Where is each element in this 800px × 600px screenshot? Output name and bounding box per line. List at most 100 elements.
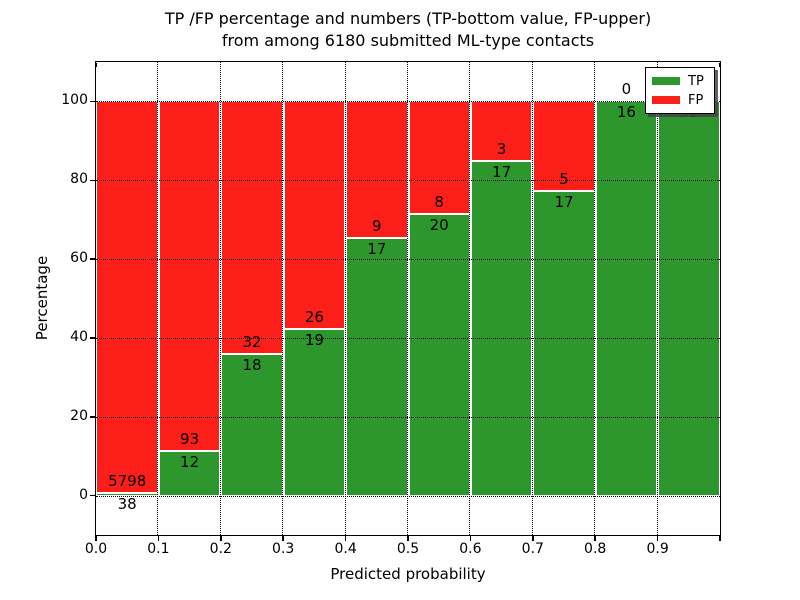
y-tick-label-60: 60	[70, 250, 88, 267]
bar-segment-tp-6	[470, 160, 533, 496]
chart-title-line2: from among 6180 submitted ML-type contac…	[221, 31, 595, 50]
legend-entry-tp: TP	[652, 74, 708, 89]
bar-segment-tp-9	[657, 101, 720, 496]
y-tick-label-20: 20	[70, 407, 88, 424]
x-tick-bottom	[344, 536, 347, 541]
bar-segment-fp-1	[158, 101, 221, 451]
chart-title: TP /FP percentage and numbers (TP-bottom…	[96, 8, 720, 52]
y-tick-left	[90, 258, 95, 260]
y-axis-label: Percentage	[33, 255, 51, 341]
vertical-gridline-0.5	[406, 62, 410, 535]
fp-count-label-0: 5798	[108, 472, 147, 491]
x-tick-bottom	[95, 536, 97, 541]
fp-count-label-4: 9	[372, 216, 382, 235]
fp-count-label-8: 0	[621, 80, 632, 99]
tp-count-label-7: 17	[554, 193, 574, 211]
vertical-gridline-dots	[531, 62, 533, 535]
y-tick-label-80: 80	[70, 171, 88, 188]
x-tick-label-0.6: 0.6	[459, 541, 482, 557]
x-tick-label-0.1: 0.1	[147, 541, 170, 557]
vertical-gridline-dots	[157, 62, 159, 535]
tp-count-label-4: 17	[367, 239, 387, 258]
y-tick-left	[90, 100, 95, 103]
vertical-gridline-0.4	[344, 62, 348, 535]
x-tick-label-0.5: 0.5	[396, 541, 420, 557]
fp-count-label-5: 8	[434, 193, 444, 212]
tp-count-label-2: 18	[242, 355, 262, 374]
x-tick-top	[95, 63, 97, 67]
x-tick-bottom	[469, 536, 472, 541]
vertical-gridline-dots	[407, 62, 408, 535]
x-tick-bottom	[594, 536, 596, 541]
y-tick-left	[90, 179, 95, 181]
y-tick-label-0: 0	[79, 486, 88, 503]
bar-segment-tp-5	[408, 214, 471, 496]
vertical-gridline-dots	[282, 62, 284, 535]
x-tick-bottom	[407, 536, 409, 541]
horizontal-gridline-40	[96, 337, 720, 339]
vertical-gridline-0.7	[531, 62, 535, 535]
tp-count-label-0: 38	[117, 495, 137, 514]
vertical-gridline-0.3	[281, 62, 285, 535]
vertical-gridline-dots	[469, 62, 471, 535]
chart-title-line1: TP /FP percentage and numbers (TP-bottom…	[164, 9, 652, 28]
y-tick-left	[90, 416, 95, 418]
tp-count-label-5: 20	[429, 216, 449, 235]
horizontal-gridline-100	[96, 101, 720, 103]
tp-count-label-6: 17	[492, 162, 512, 181]
horizontal-gridline-60	[96, 259, 720, 261]
x-tick-label-0.2: 0.2	[209, 541, 232, 557]
x-tick-label-0.4: 0.4	[334, 541, 357, 557]
bar-segment-tp-7	[532, 191, 596, 496]
tp-count-label-1: 12	[180, 452, 200, 471]
fp-count-label-2: 32	[242, 332, 262, 351]
x-tick-bottom	[282, 536, 284, 541]
x-tick-label-0.9: 0.9	[646, 541, 669, 557]
bar-segment-fp-3	[283, 101, 346, 330]
x-tick-bottom	[220, 536, 222, 541]
tp-count-label-8: 16	[616, 103, 636, 122]
x-tick-label-0.3: 0.3	[272, 541, 295, 557]
vertical-gridline-0.9	[656, 62, 660, 535]
fp-count-label-7: 5	[559, 170, 569, 188]
bar-segment-fp-2	[220, 101, 284, 354]
x-tick-label-0.7: 0.7	[521, 541, 544, 557]
plot-area: TP FP 5798389312321826199178203175170160…	[95, 61, 721, 536]
vertical-gridline-dots	[656, 62, 658, 535]
y-tick-label-40: 40	[70, 328, 88, 345]
bar-segment-tp-8	[595, 101, 658, 496]
fp-count-label-3: 26	[304, 308, 324, 327]
y-tick-left	[90, 494, 95, 497]
x-tick-bottom	[532, 536, 534, 541]
vertical-gridline-0.2	[219, 62, 223, 535]
legend: TP FP	[645, 67, 715, 114]
legend-swatch-tp	[652, 77, 680, 85]
bar-segment-tp-3	[283, 329, 346, 496]
horizontal-gridline-80	[96, 180, 720, 182]
vertical-gridline-dots	[344, 62, 346, 535]
horizontal-gridline-20	[96, 416, 720, 418]
legend-swatch-fp	[652, 96, 680, 104]
legend-label-fp: FP	[688, 92, 704, 108]
horizontal-gridline-0	[96, 495, 720, 497]
x-tick-label-0.0: 0.0	[84, 541, 108, 557]
x-axis-label: Predicted probability	[330, 565, 486, 583]
legend-label-tp: TP	[688, 73, 704, 89]
x-tick-top	[719, 63, 721, 67]
vertical-gridline-dots	[594, 62, 596, 535]
bar-segment-tp-2	[220, 353, 284, 496]
x-tick-bottom	[656, 536, 659, 541]
x-tick-label-0.8: 0.8	[584, 541, 607, 557]
fp-count-label-6: 3	[496, 139, 507, 158]
vertical-gridline-dots	[219, 62, 221, 535]
vertical-gridline-0.6	[468, 62, 472, 535]
vertical-gridline-0.1	[156, 62, 160, 535]
vertical-gridline-0.8	[593, 62, 597, 535]
x-tick-bottom	[719, 536, 721, 541]
y-tick-left	[90, 337, 95, 339]
bar-segment-fp-0	[96, 101, 159, 493]
tp-count-label-3: 19	[304, 331, 324, 350]
x-tick-bottom	[157, 536, 160, 541]
y-tick-label-100: 100	[61, 92, 88, 109]
